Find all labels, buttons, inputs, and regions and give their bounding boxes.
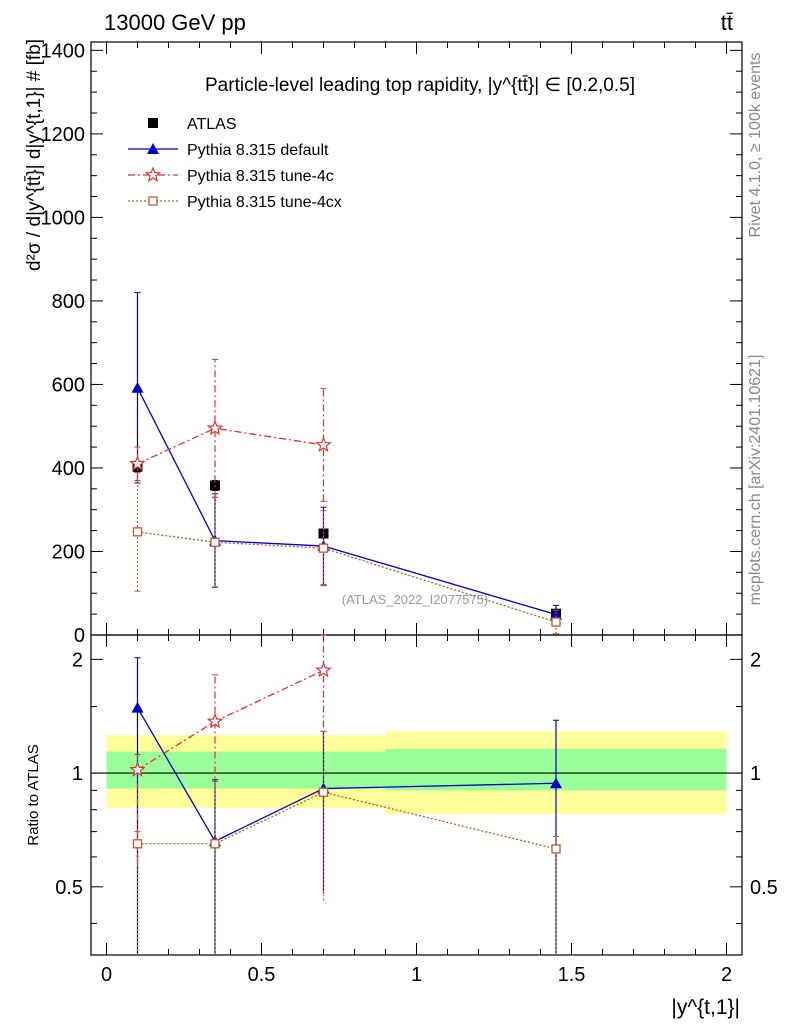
pythia-8-315-tune-4c-legend-marker (144, 166, 162, 183)
pythia-8-315-tune-4cx-ratio-series (132, 730, 561, 955)
ratio-axis-label: Ratio to ATLAS (25, 744, 42, 845)
y-axis-label: d²σ / d|y^{tt̄}| d|y^{t,1}| # [fb] (24, 39, 45, 271)
pythia-8-315-tune-4cx-point (210, 537, 220, 547)
atlas-legend-marker (148, 118, 158, 128)
ratio-tick-label-right: 2 (750, 649, 761, 671)
pythia-8-315-tune-4cx-ratio-point (551, 844, 561, 854)
pythia-8-315-default-line (136, 387, 557, 616)
pythia-8-315-tune-4cx-ratio-point (210, 839, 220, 849)
y-tick-label: 600 (52, 374, 85, 396)
pythia-8-315-tune-4cx-ratio-point (132, 839, 143, 849)
mcplots-reference-label: mcplots.cern.ch [arXiv:2401.10621] (747, 355, 764, 606)
x-tick-label: 1.5 (558, 964, 586, 986)
pythia-8-315-tune-4cx-ratio-point (318, 787, 329, 797)
x-tick-label: 1 (411, 964, 422, 986)
y-tick-label: 1000 (41, 207, 86, 229)
atlas-legend-label: ATLAS (187, 116, 237, 133)
main-panel-axes: 0 200 400 600 800 1000 1200 1400 (41, 40, 743, 647)
pythia-8-315-tune-4c-ratio-point (129, 761, 146, 777)
pythia-8-315-default-legend-marker (147, 143, 159, 154)
pythia-8-315-tune-4cx-line (137, 531, 557, 623)
pythia-8-315-tune-4c-point (129, 455, 146, 471)
y-tick-label: 400 (52, 458, 85, 480)
x-tick-label: 0 (101, 964, 112, 986)
process-label: tt̄ (721, 10, 733, 35)
pythia-8-315-default-legend-label: Pythia 8.315 default (187, 142, 329, 159)
analysis-watermark: (ATLAS_2022_I2077575) (342, 592, 488, 607)
pythia-8-315-tune-4c-line (137, 427, 324, 465)
pythia-8-315-default-series (131, 292, 562, 625)
pythia-8-315-tune-4c-point (315, 436, 332, 453)
x-tick-label: 0.5 (248, 964, 276, 986)
main-panel-series (129, 292, 562, 635)
ratio-tick-label: 2 (72, 649, 83, 671)
y-tick-label: 1200 (41, 124, 86, 146)
y-tick-label: 0 (74, 625, 85, 647)
rivet-version-label: Rivet 4.1.0, ≥ 100k events (747, 53, 764, 238)
ratio-tick-label: 1 (72, 763, 83, 785)
ratio-panel-axes: 0 0.5 1 1.5 2 0.5 0.5 1 1 2 2 (55, 634, 778, 986)
pythia-8-315-tune-4cx-ratio-line (137, 791, 557, 850)
ratio-panel-series (129, 634, 562, 955)
pythia-8-315-default-ratio-point (550, 777, 562, 789)
x-axis-label: |y^{t,1}| (671, 996, 740, 1019)
pythia-8-315-tune-4cx-legend-label: Pythia 8.315 tune-4cx (187, 194, 342, 211)
energy-label: 13000 GeV pp (104, 10, 246, 35)
pythia-8-315-tune-4c-ratio-point (206, 712, 224, 729)
pythia-8-315-tune-4c-ratio-series (129, 634, 332, 866)
y-tick-label: 1400 (41, 40, 86, 62)
y-tick-label: 800 (52, 291, 85, 313)
ratio-tick-label-right: 0.5 (750, 877, 778, 899)
pythia-8-315-tune-4c-legend-label: Pythia 8.315 tune-4c (187, 168, 334, 185)
band-inner-0 (106, 751, 386, 789)
plot-title: Particle-level leading top rapidity, |y^… (205, 75, 635, 96)
legend: ATLAS Pythia 8.315 default Pythia 8.315 tu… (128, 116, 342, 211)
pythia-8-315-default-ratio-line (136, 707, 557, 843)
pythia-8-315-default-point (131, 381, 144, 393)
pythia-8-315-tune-4cx-point (132, 527, 143, 537)
pythia-8-315-tune-4c-series (129, 358, 332, 502)
pythia-8-315-tune-4cx-series (132, 472, 561, 635)
pythia-8-315-tune-4c-ratio-point (315, 661, 332, 678)
y-tick-label: 200 (52, 541, 85, 563)
pythia-8-315-default-ratio-point (131, 701, 144, 713)
pythia-8-315-tune-4cx-point (551, 617, 561, 627)
pythia-8-315-tune-4c-point (206, 419, 224, 436)
ratio-tick-label-right: 1 (750, 763, 761, 785)
ratio-tick-label: 0.5 (55, 877, 83, 899)
pythia-8-315-default-point (550, 608, 562, 620)
pythia-8-315-tune-4cx-legend-marker (148, 196, 158, 206)
x-tick-label: 2 (721, 964, 732, 986)
pythia-8-315-tune-4cx-point (318, 543, 329, 553)
